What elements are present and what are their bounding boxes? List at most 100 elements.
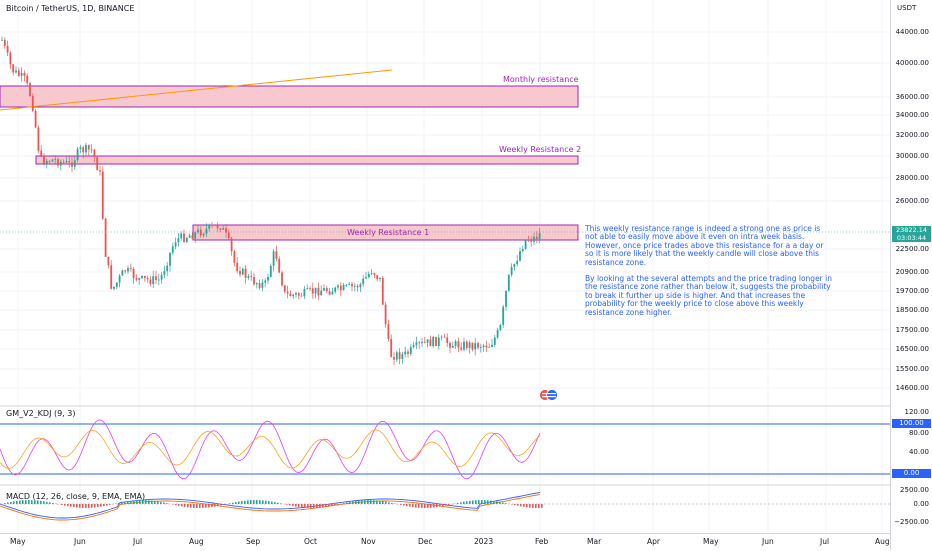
macd-histogram-bar — [247, 500, 249, 504]
candle-body — [194, 232, 196, 239]
candle-body — [491, 345, 493, 347]
note-paragraph-1: This weekly resistance range is indeed a… — [585, 225, 833, 267]
candle-body — [155, 276, 157, 280]
candle-body — [71, 162, 73, 166]
macd-histogram-bar — [49, 502, 51, 504]
candle-body — [418, 342, 420, 343]
candle-body — [385, 305, 387, 325]
candle-body — [49, 161, 51, 162]
candle-body — [10, 53, 12, 65]
candle-body — [52, 160, 54, 162]
candle-body — [110, 265, 112, 288]
candle-body — [393, 357, 395, 360]
macd-histogram-bar — [505, 503, 507, 504]
monthly-resistance-zone[interactable] — [0, 86, 578, 107]
macd-histogram-bar — [172, 504, 174, 505]
macd-histogram-bar — [214, 504, 216, 507]
candle-body — [80, 147, 82, 149]
macd-histogram-bar — [280, 503, 282, 504]
candle-body — [502, 307, 504, 325]
candle-body — [138, 278, 140, 280]
macd-histogram-bar — [100, 504, 102, 507]
candle-body — [68, 161, 70, 162]
candle-body — [410, 347, 412, 354]
candle-body — [463, 342, 465, 350]
candle-body — [357, 286, 359, 287]
symbol-title[interactable]: Bitcoin / TetherUS, 1D, BINANCE — [6, 4, 134, 13]
macd-histogram-bar — [367, 500, 369, 504]
candle-body — [290, 293, 292, 296]
macd-histogram-bar — [91, 504, 93, 508]
kdj-indicator-label[interactable]: GM_V2_KDJ (9, 3) — [6, 409, 75, 418]
candle-body — [99, 170, 101, 171]
currency-label: USDT — [897, 4, 916, 12]
price-tick: 40000.00 — [896, 59, 929, 67]
weekly-resistance-1-label: Weekly Resistance 1 — [347, 228, 429, 237]
macd-histogram-bar — [160, 502, 162, 504]
candle-body — [533, 237, 535, 242]
chart-area[interactable]: Bitcoin / TetherUS, 1D, BINANCE Monthly … — [0, 0, 890, 550]
flag-icon[interactable] — [539, 387, 559, 403]
macd-histogram-bar — [205, 504, 207, 508]
macd-histogram-bar — [202, 504, 204, 508]
candle-body — [273, 251, 275, 265]
macd-histogram-bar — [463, 502, 465, 504]
candle-body — [483, 346, 485, 347]
price-axis[interactable]: USDT 44000.00 40000.00 36000.00 34000.00… — [890, 0, 932, 550]
candle-body — [183, 233, 185, 241]
candle-body — [511, 267, 513, 275]
macd-histogram-bar — [385, 502, 387, 504]
candle-body — [295, 293, 297, 295]
price-tick: 26000.00 — [896, 197, 929, 205]
candle-body — [88, 145, 90, 149]
monthly-resistance-label: Monthly resistance — [503, 75, 579, 84]
candle-body — [222, 228, 224, 230]
macd-histogram-bar — [466, 501, 468, 504]
macd-histogram-bar — [328, 504, 330, 506]
candle-body — [94, 150, 96, 158]
candle-body — [60, 162, 62, 166]
macd-histogram-bar — [334, 504, 336, 505]
macd-histogram-bar — [82, 504, 84, 508]
candle-body — [259, 283, 261, 288]
macd-histogram-bar — [358, 501, 360, 504]
candle-body — [477, 343, 479, 347]
last-price-value: 23822.14 — [892, 226, 931, 234]
last-price-tag: 23822.14 03:03:44 — [892, 226, 931, 242]
macd-histogram-bar — [502, 502, 504, 504]
candle-body — [430, 339, 432, 346]
candle-body — [169, 253, 171, 266]
candle-body — [284, 285, 286, 291]
macd-histogram-bar — [223, 504, 225, 505]
time-axis[interactable]: May Jun Jul Aug Sep Oct Nov Dec 2023 Feb… — [0, 533, 890, 551]
candle-body — [116, 282, 118, 286]
macd-histogram-bar — [373, 500, 375, 504]
price-tick: 28000.00 — [896, 174, 929, 182]
macd-histogram-bar — [460, 502, 462, 504]
macd-histogram-bar — [145, 500, 147, 504]
candle-body — [1, 40, 3, 41]
macd-histogram-bar — [40, 501, 42, 504]
candle-countdown: 03:03:44 — [892, 234, 931, 242]
macd-histogram-bar — [85, 504, 87, 508]
candle-body — [192, 235, 194, 238]
kdj-d-line — [0, 430, 540, 469]
time-label: Feb — [535, 537, 548, 546]
candle-body — [354, 286, 356, 287]
candle-body — [262, 282, 264, 287]
candle-body — [217, 225, 219, 228]
candle-body — [91, 149, 93, 150]
candle-body — [239, 271, 241, 274]
weekly-resistance-2-zone[interactable] — [36, 156, 578, 164]
macd-histogram-bar — [526, 504, 528, 507]
candle-body — [287, 292, 289, 294]
macd-histogram-bar — [400, 504, 402, 505]
candle-body — [276, 251, 278, 259]
macd-histogram-bar — [523, 504, 525, 507]
macd-histogram-bar — [295, 504, 297, 507]
candle-body — [404, 352, 406, 355]
macd-indicator-label[interactable]: MACD (12, 26, close, 9, EMA, EMA) — [6, 492, 145, 501]
macd-histogram-bar — [538, 504, 540, 508]
candle-body — [127, 268, 129, 271]
candle-body — [172, 246, 174, 252]
